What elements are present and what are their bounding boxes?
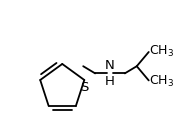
Text: S: S [80, 81, 89, 94]
Text: CH$_3$: CH$_3$ [149, 74, 174, 89]
Text: CH$_3$: CH$_3$ [149, 44, 174, 59]
Text: H: H [105, 75, 115, 88]
Text: N: N [105, 59, 115, 72]
